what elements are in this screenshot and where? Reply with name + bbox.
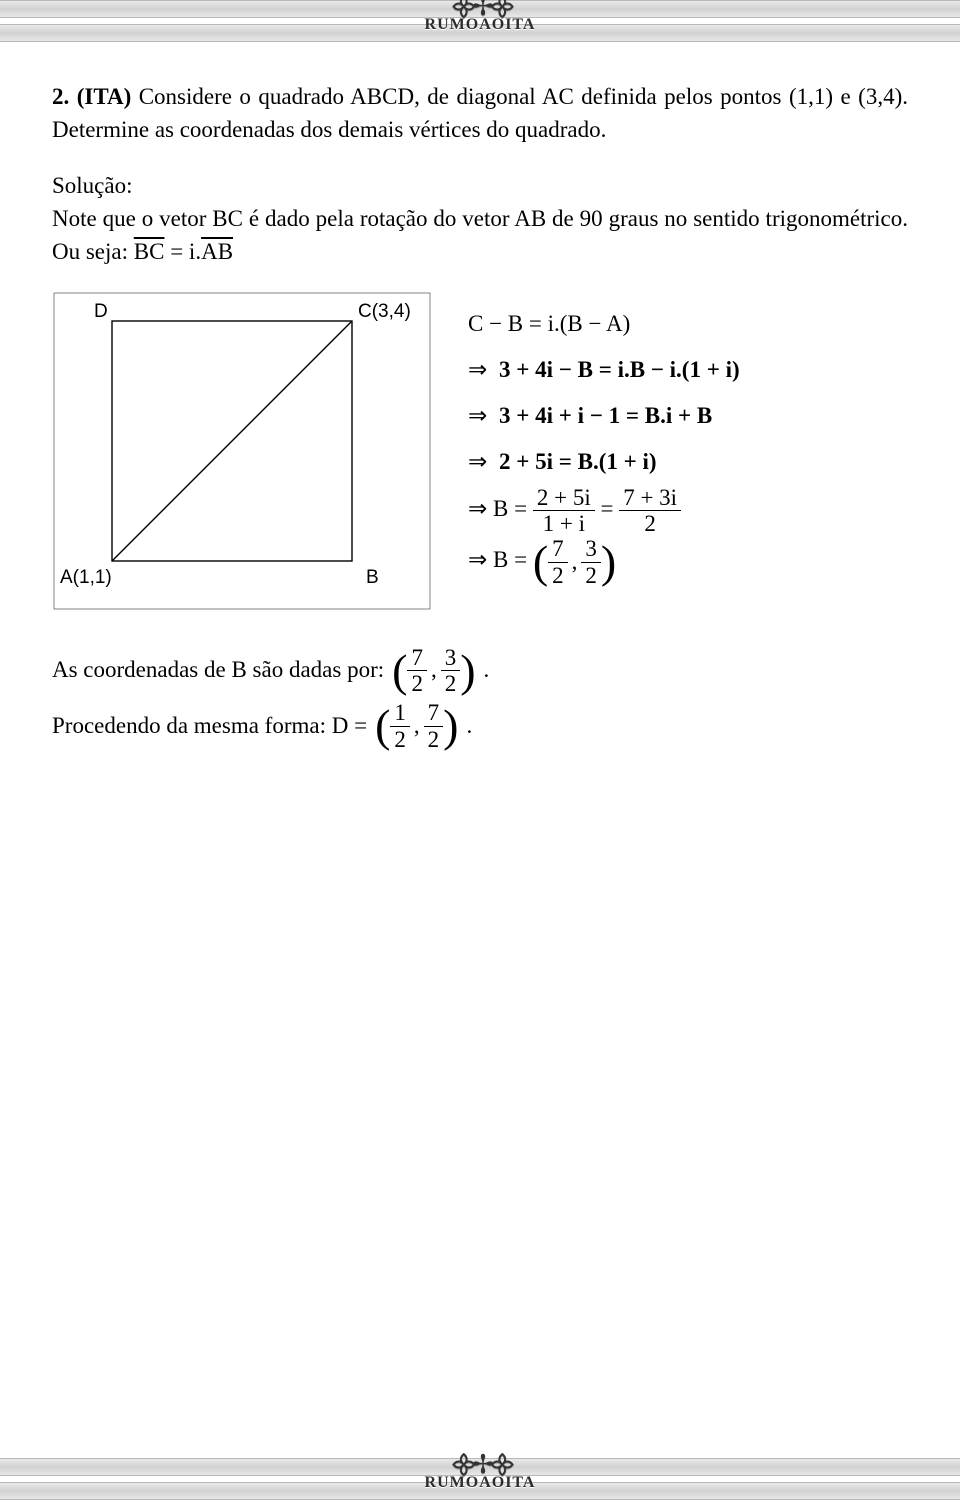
- square-svg: D C(3,4) A(1,1) B: [52, 291, 432, 611]
- figure-math-row: D C(3,4) A(1,1) B C − B = i.(B − A) ⇒ 3 …: [52, 291, 908, 611]
- footer-logo: ᯽✢᯽ RUMOAOITA: [390, 1452, 570, 1492]
- header-band: ᯽✢᯽ RUMOAOITA: [0, 0, 960, 44]
- problem-text: Considere o quadrado ABCD, de diagonal A…: [52, 84, 908, 142]
- problem-statement: 2. (ITA) Considere o quadrado ABCD, de d…: [52, 80, 908, 147]
- label-a: A(1,1): [60, 567, 112, 588]
- frac-2: 7 + 3i 2: [619, 485, 681, 537]
- label-d: D: [94, 301, 108, 322]
- math-line-5: ⇒ B = 2 + 5i 1 + i = 7 + 3i 2: [468, 485, 740, 537]
- coord-b-final: ( 72 , 32 ): [392, 645, 475, 697]
- solution-heading: Solução:: [52, 173, 133, 198]
- solution-eq-mid: = i.: [164, 239, 201, 264]
- coord-b: ( 72 , 32 ): [533, 536, 616, 588]
- math-line-6: ⇒ B = ( 72 , 32 ): [468, 536, 740, 588]
- math-line-1: C − B = i.(B − A): [468, 301, 740, 347]
- document-content: 2. (ITA) Considere o quadrado ABCD, de d…: [52, 80, 908, 756]
- math-derivation: C − B = i.(B − A) ⇒ 3 + 4i − B = i.B − i…: [468, 291, 740, 588]
- math-line-3: ⇒ 3 + 4i + i − 1 = B.i + B: [468, 393, 740, 439]
- label-b: B: [366, 567, 379, 588]
- wings-icon: ᯽✢᯽: [390, 1452, 570, 1478]
- footer-band: ᯽✢᯽ RUMOAOITA: [0, 1458, 960, 1502]
- solution-paragraph: Solução: Note que o vetor BC é dado pela…: [52, 169, 908, 269]
- conclusion-block: As coordenadas de B são dadas por: ( 72 …: [52, 645, 908, 752]
- math-line-4: ⇒ 2 + 5i = B.(1 + i): [468, 439, 740, 485]
- conclusion-b: As coordenadas de B são dadas por: ( 72 …: [52, 645, 908, 697]
- diagonal-ac: [112, 321, 352, 561]
- frac-1: 2 + 5i 1 + i: [533, 485, 595, 537]
- vec-ab: AB: [201, 239, 233, 264]
- label-c: C(3,4): [358, 301, 411, 322]
- coord-d-final: ( 12 , 72 ): [375, 700, 458, 752]
- conclusion-d: Procedendo da mesma forma: D = ( 12 , 72…: [52, 700, 908, 752]
- header-logo: ᯽✢᯽ RUMOAOITA: [390, 0, 570, 34]
- square-figure: D C(3,4) A(1,1) B: [52, 291, 432, 611]
- math-line-2: ⇒ 3 + 4i − B = i.B − i.(1 + i): [468, 347, 740, 393]
- wings-icon: ᯽✢᯽: [390, 0, 570, 20]
- vec-bc: BC: [134, 239, 165, 264]
- problem-prefix: 2. (ITA): [52, 84, 139, 109]
